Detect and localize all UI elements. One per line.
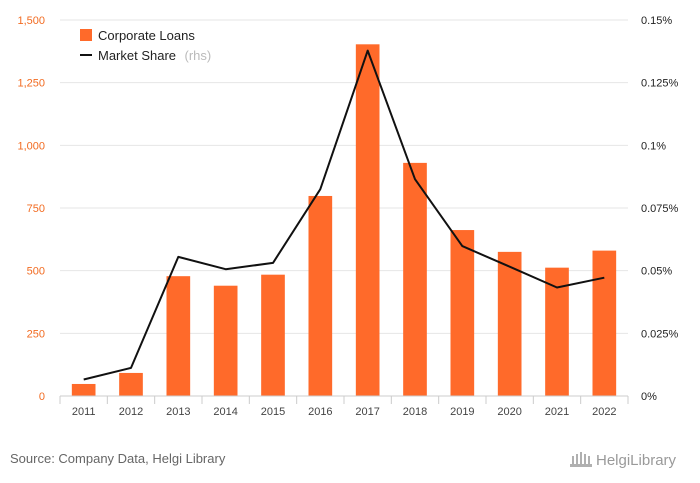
x-tick-label: 2018 (403, 406, 427, 418)
left-y-tick-label: 0 (39, 391, 45, 403)
x-tick-label: 2021 (545, 406, 569, 418)
x-tick-label: 2014 (213, 406, 237, 418)
grid-lines (60, 19, 628, 334)
left-y-tick-label: 1,250 (17, 78, 45, 90)
right-y-tick-label: 0.075% (641, 203, 679, 215)
x-axis: 2011 2012 2013 2014 2015 2016 2017 2018 2019 2020… (59, 395, 629, 418)
bar (213, 285, 238, 396)
bar (450, 230, 475, 396)
bar (403, 162, 427, 396)
right-y-axis: 0% 0.025% 0.05% 0.075% 0.1% 0.125% 0.15% (641, 15, 679, 403)
bar (308, 195, 333, 396)
legend-label-market-share: Market Share (rhs) (98, 47, 211, 64)
helgi-library-logo: HelgiLibrary (570, 452, 677, 469)
legend-label-market-share-suffix: (rhs) (185, 48, 212, 63)
legend-label-corporate-loans: Corporate Loans (98, 28, 195, 43)
x-tick-label: 2016 (308, 406, 332, 418)
x-tick-label: 2019 (450, 406, 474, 418)
left-y-tick-label: 250 (27, 328, 45, 340)
right-y-tick-label: 0.1% (641, 140, 666, 152)
bar (166, 276, 191, 396)
x-tick-label: 2013 (166, 406, 190, 418)
bar (497, 251, 522, 396)
library-building-icon (570, 452, 592, 467)
legend: Corporate Loans Market Share (rhs) (80, 28, 211, 64)
x-tick-label: 2017 (355, 406, 379, 418)
right-y-tick-label: 0% (641, 391, 657, 403)
market-share-line (83, 49, 605, 381)
bar (71, 383, 96, 396)
x-tick-label: 2015 (261, 406, 285, 418)
left-y-tick-label: 500 (27, 266, 45, 278)
left-y-axis: 0 250 500 750 1,000 1,250 1,500 (17, 15, 45, 403)
bar (261, 274, 285, 396)
bar (355, 44, 380, 396)
left-y-tick-label: 1,500 (17, 15, 45, 27)
left-y-tick-label: 750 (27, 203, 45, 215)
legend-swatch-corporate-loans (80, 29, 92, 41)
right-y-tick-label: 0.15% (641, 15, 672, 27)
x-tick-label: 2011 (72, 406, 96, 418)
bar (592, 250, 617, 396)
bar (119, 372, 143, 396)
line-series (83, 49, 605, 381)
left-y-tick-label: 1,000 (17, 140, 45, 152)
source-note: Source: Company Data, Helgi Library (10, 451, 226, 466)
brand-name: HelgiLibrary (596, 452, 677, 469)
legend-label-market-share-text: Market Share (98, 48, 176, 63)
bar (545, 267, 569, 396)
x-tick-label: 2022 (592, 406, 616, 418)
right-y-tick-label: 0.025% (641, 328, 679, 340)
x-tick-label: 2012 (119, 406, 143, 418)
right-y-tick-label: 0.05% (641, 266, 672, 278)
bar-series (71, 44, 617, 396)
right-y-tick-label: 0.125% (641, 78, 679, 90)
x-tick-label: 2020 (497, 406, 521, 418)
